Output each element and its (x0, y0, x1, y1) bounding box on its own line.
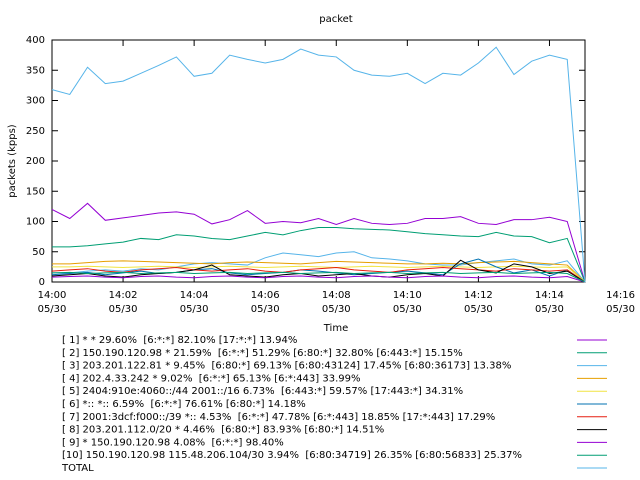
y-tick-label: 150 (26, 186, 45, 197)
y-axis-label: packets (kpps) (7, 124, 18, 197)
y-tick-label: 400 (26, 35, 45, 46)
series-line (51, 258, 586, 283)
series-line (51, 275, 586, 283)
x-tick-label: 14:02 05/30 (108, 290, 138, 315)
legend-label: [ 8] 203.201.112.0/20 * 4.46% [6:80:*] 8… (62, 425, 384, 436)
x-tick-label: 14:00 05/30 (37, 290, 67, 315)
x-tick-label: 14:12 05/30 (463, 290, 493, 315)
legend-label: [ 7] 2001:3dcf:f000::/39 *:: 4.53% [6:*:… (62, 412, 495, 423)
series-line (51, 202, 586, 283)
legend-label: [ 2] 150.190.120.98 * 21.59% [6:*:*] 51.… (62, 348, 463, 359)
y-tick-label: 250 (26, 126, 45, 137)
series-line (52, 227, 586, 283)
y-tick-label: 200 (26, 156, 45, 167)
legend-label: [ 5] 2404:910e:4060::/44 2001::/16 6.73%… (62, 386, 463, 397)
legend-label: [ 9] * 150.190.120.98 4.08% [6:*:*] 98.4… (62, 437, 284, 448)
legend-label: [ 1] * * 29.60% [6:*:*] 82.10% [17:*:*] … (62, 335, 297, 346)
series-line (51, 46, 586, 283)
chart-title: packet (319, 14, 353, 25)
y-tick-label: 50 (32, 247, 45, 258)
x-tick-label: 14:04 05/30 (179, 290, 209, 315)
legend-label: [10] 150.190.120.98 115.48.206.104/30 3.… (62, 450, 522, 461)
series-line (51, 259, 586, 283)
plot-frame (51, 39, 586, 283)
legend-label: [ 3] 203.201.122.81 * 9.45% [6:80:*] 69.… (62, 361, 511, 372)
legend-label: TOTAL (61, 463, 94, 474)
y-tick-label: 350 (26, 65, 45, 76)
y-tick-label: 100 (26, 217, 45, 228)
legend-label: [ 6] *:: *:: 6.59% [6:*:*] 76.61% [6:80:… (62, 399, 306, 410)
series-line (52, 260, 586, 283)
y-tick-label: 300 (26, 96, 45, 107)
y-tick-label: 0 (39, 277, 45, 288)
x-tick-label: 14:08 05/30 (321, 290, 351, 315)
x-tick-label: 14:14 05/30 (535, 290, 564, 315)
series-line (52, 251, 586, 283)
series-line (51, 271, 586, 283)
x-tick-label: 14:16 05/30 (606, 290, 635, 315)
x-tick-label: 14:10 05/30 (392, 290, 422, 315)
x-tick-label: 14:06 05/30 (250, 290, 280, 315)
x-axis-label: Time (323, 323, 348, 334)
legend-label: [ 4] 202.4.33.242 * 9.02% [6:*:*] 65.13%… (62, 373, 361, 384)
series-line (51, 266, 586, 283)
